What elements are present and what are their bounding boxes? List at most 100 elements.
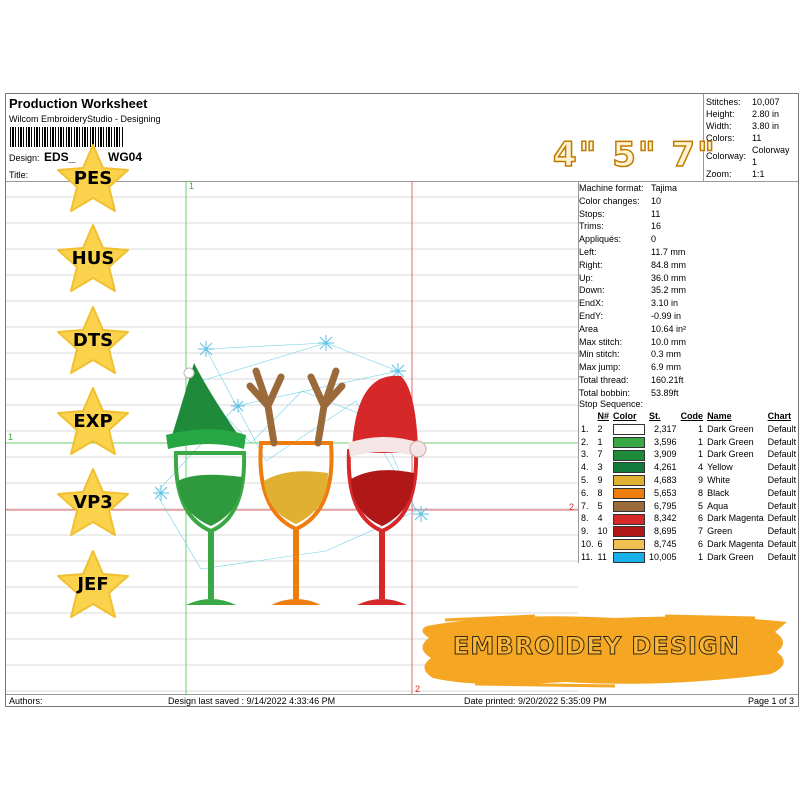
thread-name: Dark Magenta: [707, 513, 764, 524]
last-saved: Design last saved : 9/14/2022 4:33:46 PM: [168, 696, 336, 706]
guide-marker-right: 2: [569, 502, 575, 512]
property-value: 10.0 mm: [651, 336, 687, 347]
sizes-overlay: 4" 5" 7": [552, 134, 717, 176]
stitch-count: 5,653: [654, 487, 677, 498]
thread-name: Dark Green: [707, 423, 754, 434]
row-index: 2.: [581, 436, 589, 447]
thread-code: 1: [698, 436, 704, 447]
thread-name: Dark Green: [707, 436, 754, 447]
color-swatch: [613, 475, 646, 487]
thread-name: Green: [707, 526, 733, 537]
thread-code: 1: [698, 551, 704, 562]
thread-code: 8: [698, 487, 704, 498]
property-value: Tajima: [651, 183, 678, 193]
property-key: Left:: [579, 246, 597, 257]
star-icon: [57, 306, 129, 374]
thread-name: Aqua: [707, 500, 729, 511]
table-row: 10. 6 8,745 6 Dark Magenta Default: [579, 538, 798, 551]
star-icon: [57, 224, 129, 292]
stitch-count: 3,909: [654, 449, 677, 460]
needle-number: 7: [597, 449, 603, 460]
thread-name: Black: [707, 487, 730, 498]
color-swatch: [613, 539, 646, 551]
column-header: St.: [649, 411, 661, 421]
property-row: EndY: -0.99 in: [579, 310, 686, 323]
property-key: Appliqués:: [579, 234, 622, 245]
format-label: PES: [73, 168, 113, 189]
star-icon: [57, 387, 129, 455]
machine-properties: Machine format: Tajima Color changes: 10 Sto…: [579, 182, 686, 400]
stat-key: Colorway:: [706, 151, 747, 161]
needle-number: 8: [597, 487, 603, 498]
table-row: 4. 3 4,261 4 Yellow Default: [579, 461, 798, 474]
format-badge-vp3: VP3: [55, 466, 131, 538]
table-row: 2. 1 3,596 1 Dark Green Default: [579, 436, 798, 449]
color-swatch-cell: [611, 525, 647, 538]
color-swatch-cell: [611, 551, 647, 564]
thread-chart: Default: [767, 474, 797, 485]
thread-chart: Default: [767, 500, 797, 511]
thread-name: Dark Magenta: [707, 538, 764, 549]
thread-chart: Default: [767, 462, 797, 473]
property-key: Color changes:: [579, 195, 640, 206]
property-row: Stops: 11: [579, 208, 686, 221]
property-row: Left: 11.7 mm: [579, 246, 686, 259]
format-label: VP3: [73, 492, 113, 513]
thread-chart: Default: [767, 513, 797, 524]
property-value: 35.2 mm: [651, 285, 687, 296]
thread-code: 5: [698, 500, 704, 511]
needle-number: 1: [597, 436, 603, 447]
guide-marker-left: 1: [8, 432, 14, 442]
needle-number: 3: [597, 462, 603, 473]
property-value: 11: [651, 208, 661, 219]
property-row: Machine format: Tajima: [579, 182, 686, 195]
stat-row: Height: 2.80 in: [703, 108, 798, 120]
table-row: 5. 9 4,683 9 White Default: [579, 474, 798, 487]
format-label: JEF: [77, 574, 109, 595]
property-key: Total bobbin:: [579, 387, 631, 398]
color-swatch: [613, 449, 646, 461]
stitch-count: 10,005: [649, 551, 677, 562]
property-key: EndX:: [579, 298, 604, 309]
property-key: Machine format:: [579, 183, 644, 193]
stat-value: 2.80 in: [752, 109, 780, 119]
title-label: Title:: [9, 170, 29, 180]
row-index: 5.: [581, 474, 589, 485]
format-label: DTS: [72, 330, 114, 351]
date-printed: Date printed: 9/20/2022 5:35:09 PM: [464, 696, 607, 706]
stitch-count: 3,596: [654, 436, 677, 447]
color-swatch-cell: [611, 423, 647, 436]
color-swatch-cell: [611, 448, 647, 461]
banner-text: EMBROIDEY DESIGN: [453, 632, 740, 661]
needle-number: 2: [597, 423, 603, 434]
stop-sequence-label: Stop Sequence:: [579, 399, 644, 409]
row-index: 9.: [581, 526, 589, 537]
property-value: 10: [651, 195, 662, 206]
property-row: Up: 36.0 mm: [579, 272, 686, 285]
column-header: Code: [680, 411, 704, 421]
stop-sequence-table: N# Color St. Code Name Chart 1. 2 2,317 1 Dark Gr…: [579, 410, 798, 564]
stat-value: 3.80 in: [752, 121, 780, 131]
table-row: 9. 10 8,695 7 Green Default: [579, 525, 798, 538]
design-label: Design:: [9, 153, 40, 163]
property-value: -0.99 in: [651, 310, 682, 321]
property-key: Trims:: [579, 221, 604, 232]
stat-key: Stitches:: [706, 97, 741, 107]
stitch-count: 4,261: [654, 462, 677, 473]
format-badge-exp: EXP: [55, 385, 131, 457]
stat-value: 1:1: [752, 169, 765, 179]
embroidery-design-banner: EMBROIDEY DESIGN: [415, 608, 795, 695]
column-header: Color: [613, 411, 637, 421]
stitch-count: 4,683: [654, 474, 677, 485]
property-row: Right: 84.8 mm: [579, 259, 686, 272]
thread-code: 6: [698, 538, 704, 549]
footer-bar: Authors: Design last saved : 9/14/2022 4…: [6, 694, 798, 707]
property-value: 10.64 in²: [651, 323, 687, 334]
thread-chart: Default: [767, 449, 797, 460]
needle-number: 9: [597, 474, 603, 485]
thread-chart: Default: [767, 526, 797, 537]
color-swatch-cell: [611, 474, 647, 487]
thread-chart: Default: [767, 423, 797, 434]
property-row: Appliqués: 0: [579, 233, 686, 246]
stat-value: 11: [752, 133, 762, 143]
